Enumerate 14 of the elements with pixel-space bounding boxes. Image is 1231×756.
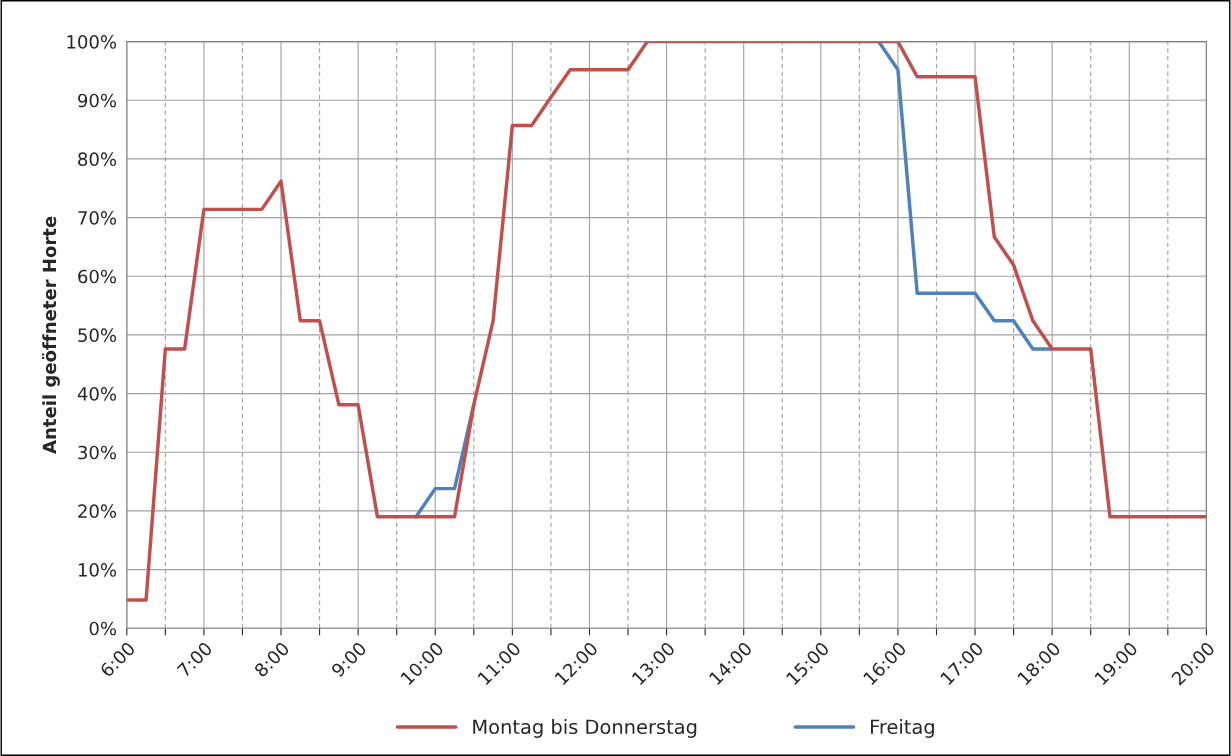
y-tick-label: 10% [78,563,117,577]
y-tick-label: 50% [78,328,117,343]
y-tick-label: 70% [78,211,117,225]
y-tick-label: 30% [78,445,117,460]
legend-label: Montag bis Donnerstag [473,719,697,738]
y-tick-label: 100% [67,35,117,49]
y-tick-label: 90% [78,93,117,108]
legend-label: Freitag [871,719,934,738]
y-tick-label: 60% [78,269,117,284]
y-tick-label: 80% [78,152,117,167]
y-tick-label: 20% [78,504,117,519]
y-axis-title: Anteil geöffneter Horte [42,216,60,454]
y-tick-label: 40% [77,387,117,401]
y-tick-label: 0% [89,621,117,636]
